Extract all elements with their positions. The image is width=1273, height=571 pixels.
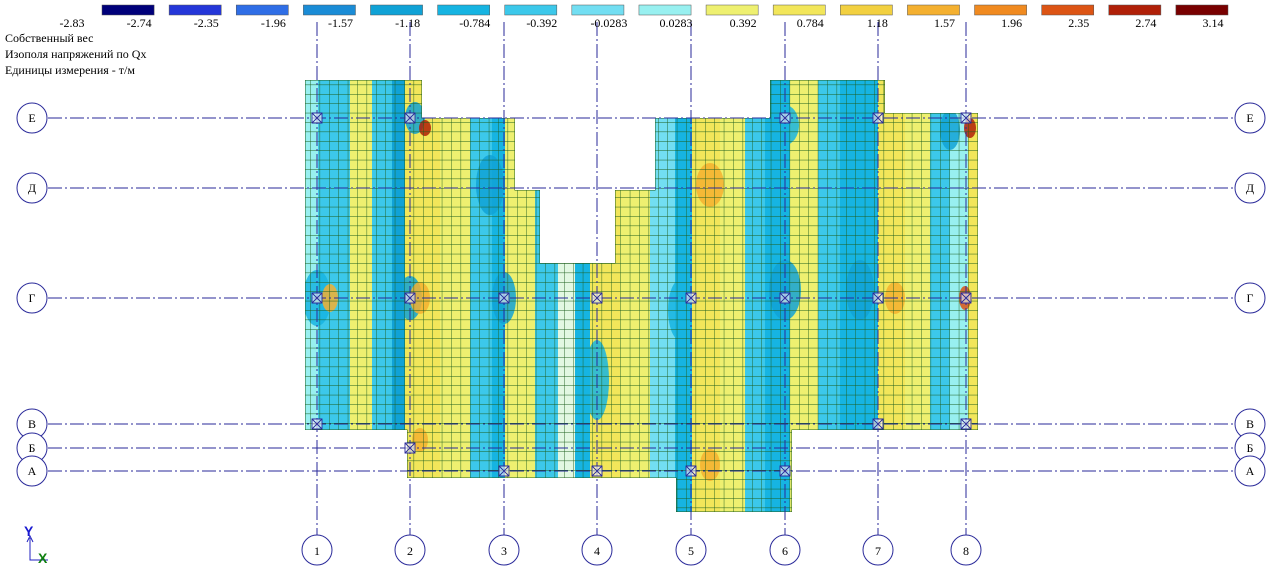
column-node [312,293,322,303]
row-axis-label: А [28,464,37,478]
row-axis-label: Д [1246,181,1254,195]
screenshot: ЕЕДДГГВВББАА12345678 -2.83-2.74-2.35-1.9… [0,0,1273,571]
legend-label: 1.18 [867,16,888,30]
column-axis-label: 1 [314,544,320,558]
legend-label: 1.96 [1001,16,1022,30]
column-node [961,293,971,303]
legend-swatch [169,5,221,15]
legend-swatch [1109,5,1161,15]
column-node [405,113,415,123]
legend-label: 2.35 [1068,16,1089,30]
column-node [873,293,883,303]
column-axis-label: 5 [688,544,694,558]
legend-swatch [706,5,758,15]
column-node [686,466,696,476]
column-node [780,466,790,476]
legend-label: 0.784 [797,16,824,30]
row-axis-label: Б [29,441,36,455]
header-line: Изополя напряжений по Qx [5,47,146,61]
column-axis-label: 7 [875,544,881,558]
legend-label: 1.57 [934,16,955,30]
row-axis-label: Г [29,291,36,305]
legend-label: -2.83 [60,16,85,30]
legend-label: 0.0283 [660,16,693,30]
column-node [499,293,509,303]
axis-x-label: X [38,550,48,566]
legend-swatch [303,5,355,15]
legend-swatch [907,5,959,15]
legend-label: 2.74 [1135,16,1156,30]
column-axis-label: 6 [782,544,788,558]
column-axis-label: 3 [501,544,507,558]
column-node [592,466,602,476]
column-node [961,419,971,429]
legend-label: -2.74 [127,16,152,30]
column-node [405,443,415,453]
column-axis-label: 4 [594,544,600,558]
legend-label: 3.14 [1203,16,1224,30]
legend-swatch [572,5,624,15]
row-axis-label: Д [28,181,36,195]
legend-swatch [102,5,154,15]
legend-swatch [236,5,288,15]
column-node [312,113,322,123]
row-axis-label: Е [28,111,35,125]
header-line: Собственный вес [5,31,93,45]
axis-y-label: Y [24,523,34,539]
legend-label: -1.96 [261,16,286,30]
column-node [873,419,883,429]
legend-label: -2.35 [194,16,219,30]
column-axis-label: 2 [407,544,413,558]
row-axis-label: А [1246,464,1255,478]
column-node [780,293,790,303]
column-node [686,293,696,303]
column-node [405,293,415,303]
row-axis-label: Е [1246,111,1253,125]
column-node [780,113,790,123]
column-node [499,466,509,476]
column-axis-label: 8 [963,544,969,558]
legend-label: -0.392 [526,16,557,30]
legend-label: -0.784 [459,16,490,30]
legend-swatch [639,5,691,15]
legend-swatch [370,5,422,15]
legend-label: 0.392 [730,16,757,30]
legend-label: -0.0283 [590,16,627,30]
column-node [873,113,883,123]
column-node [961,113,971,123]
header-line: Единицы измерения - т/м [5,63,135,77]
row-axis-label: В [1246,417,1254,431]
legend-swatch [840,5,892,15]
legend-swatch [1176,5,1228,15]
legend-label: -1.18 [395,16,420,30]
axis-indicator: Y X [24,523,48,566]
column-node [592,293,602,303]
row-axis-label: Г [1247,291,1254,305]
legend-swatch [1042,5,1094,15]
legend-label: -1.57 [328,16,353,30]
legend-swatch [975,5,1027,15]
row-axis-label: В [28,417,36,431]
row-axis-label: Б [1247,441,1254,455]
column-node [312,419,322,429]
legend-swatch [438,5,490,15]
legend-swatch [505,5,557,15]
color-legend: -2.83 -2.74 -2.35 -1.96 -1.57 -1.18 -0.784 -0.3… [60,5,1229,30]
legend-swatch [773,5,825,15]
